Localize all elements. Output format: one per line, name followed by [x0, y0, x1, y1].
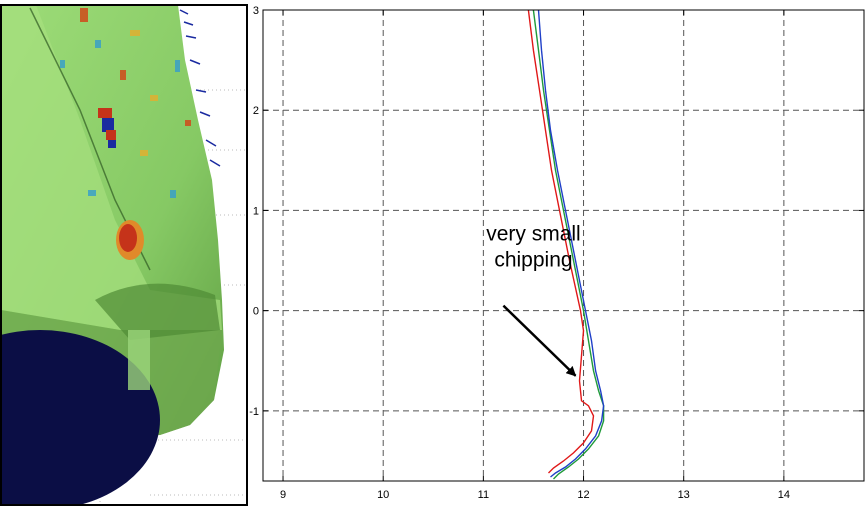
series-line-3	[527, 10, 595, 474]
hotspot-red	[116, 220, 144, 260]
y-tick-label: 3	[253, 5, 259, 17]
y-tick-label: 2	[253, 105, 259, 117]
x-tick-label: 12	[577, 489, 589, 501]
x-tick-label: 11	[478, 489, 489, 501]
edge-fringe	[179, 9, 221, 167]
y-tick-label: 1	[253, 205, 259, 217]
hotspot-blue	[98, 108, 116, 148]
surface-scan-image	[1, 5, 247, 505]
annotation: very small chipping	[486, 222, 581, 377]
series-line-2	[537, 10, 605, 478]
x-tick-label: 13	[678, 489, 690, 501]
x-tick-label: 9	[280, 489, 286, 501]
plot-frame	[262, 9, 865, 482]
annotation-arrow	[502, 304, 577, 377]
annotation-text-line: very small	[486, 222, 581, 245]
y-tick-label: 0	[253, 306, 259, 318]
image-frame	[0, 4, 248, 506]
x-tick-label: 14	[778, 489, 790, 501]
plot-area	[263, 10, 864, 481]
annotation-text-line: chipping	[494, 248, 572, 271]
x-tick-label: 10	[377, 489, 389, 501]
base-disk	[1, 330, 160, 505]
series-line-1	[532, 10, 605, 480]
series-group	[527, 10, 605, 480]
y-tick-label: -1	[249, 406, 259, 418]
